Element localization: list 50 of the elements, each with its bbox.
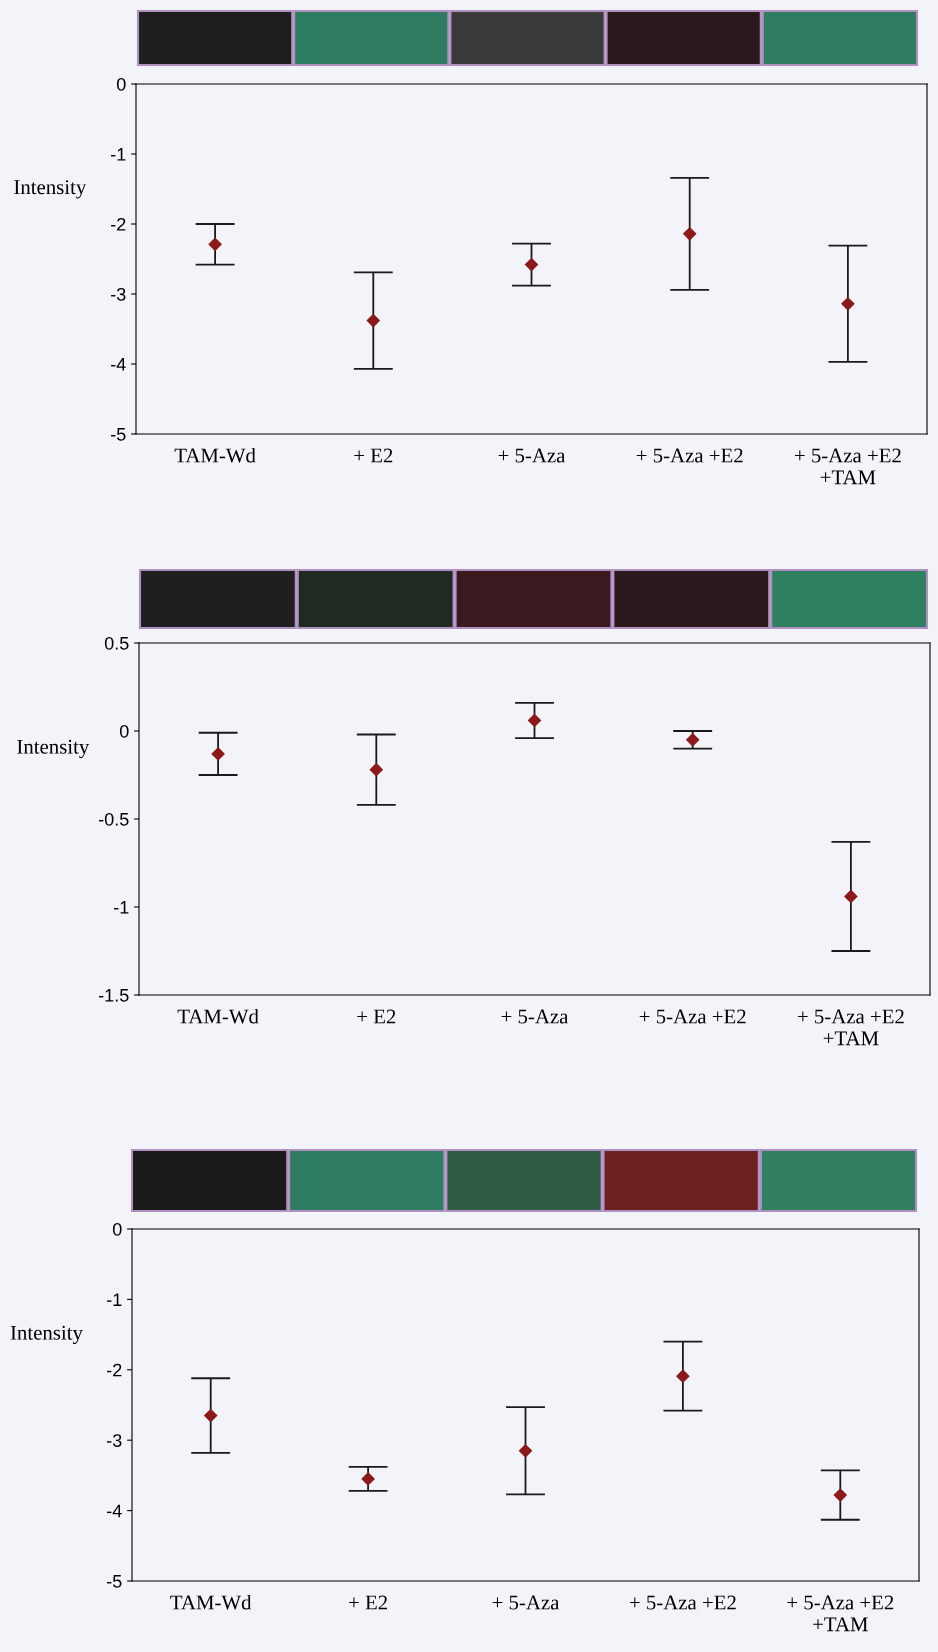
y-tick-label: -4: [107, 1504, 122, 1518]
x-tick-label: + E2: [349, 1595, 387, 1610]
x-tick-label: + 5-Aza: [498, 448, 566, 463]
y-tick-label: -5: [107, 1575, 122, 1588]
y-tick-label: 0.5: [104, 636, 129, 650]
y-axis-title: Intensity: [17, 739, 90, 759]
x-tick-label: + 5-Aza +E2: [639, 1009, 746, 1024]
y-axis-title: Intensity: [14, 180, 87, 199]
x-tick-label: TAM-Wd: [177, 1008, 259, 1024]
x-tick-label: + 5-Aza +E2 +TAM: [797, 1009, 904, 1046]
point: [833, 1488, 847, 1502]
point: [524, 258, 539, 272]
x-tick-label: TAM-Wd: [170, 1594, 252, 1610]
y-tick-label: -1: [107, 1293, 122, 1306]
y-tick-label: -0.5: [98, 812, 129, 826]
y-tick-label: -1.5: [98, 989, 129, 1002]
x-tick-label: + 5-Aza: [492, 1595, 560, 1610]
point: [211, 747, 225, 761]
x-tick-label: + 5-Aza +E2 +TAM: [787, 1595, 894, 1632]
x-tick-label: + 5-Aza +E2: [636, 448, 743, 463]
x-tick-label: + E2: [357, 1009, 396, 1024]
point: [361, 1472, 375, 1486]
point: [208, 237, 222, 251]
point: [683, 227, 697, 241]
y-tick-label: -2: [111, 217, 126, 231]
point: [527, 713, 542, 728]
y-tick-label: 0: [119, 724, 129, 738]
y-tick-label: 0: [116, 77, 126, 91]
point: [844, 889, 858, 904]
x-tick-label: TAM-Wd: [174, 447, 256, 463]
point: [686, 733, 700, 747]
y-tick-label: 0: [112, 1222, 122, 1236]
point: [366, 314, 380, 328]
x-tick-label: + 5-Aza +E2 +TAM: [794, 448, 901, 485]
y-tick-label: -1: [111, 148, 126, 161]
y-tick-label: -3: [107, 1434, 122, 1447]
y-tick-label: -2: [107, 1363, 122, 1377]
y-axis-title: Intensity: [10, 1325, 83, 1345]
y-tick-label: -5: [111, 428, 126, 441]
y-tick-label: -1: [114, 901, 129, 914]
point: [518, 1444, 533, 1458]
x-tick-label: + E2: [354, 448, 393, 463]
y-tick-label: -4: [111, 358, 126, 371]
x-tick-label: + 5-Aza: [501, 1009, 569, 1024]
x-tick-label: + 5-Aza +E2: [629, 1595, 736, 1610]
point: [369, 763, 383, 777]
point: [676, 1369, 690, 1383]
y-tick-label: -3: [111, 287, 126, 301]
point: [204, 1408, 218, 1423]
point: [841, 297, 855, 311]
